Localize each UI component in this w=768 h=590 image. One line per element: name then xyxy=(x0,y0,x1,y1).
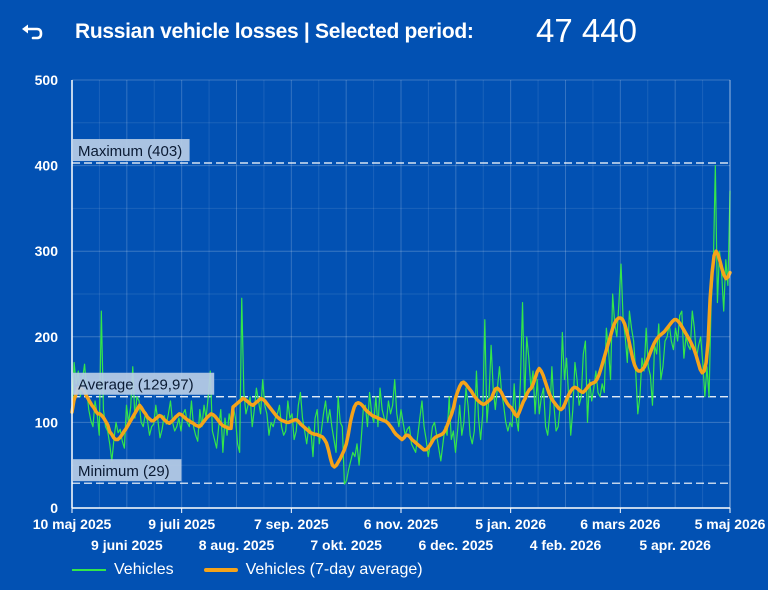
x-tick-label: 9 juni 2025 xyxy=(91,537,163,553)
reference-label: Minimum (29) xyxy=(78,463,170,480)
legend-swatch-vehicles xyxy=(72,569,106,571)
series-line-vehicles xyxy=(71,165,731,485)
reference-labels: Maximum (403) Average (129,97) Minimum (29… xyxy=(73,139,215,482)
reference-label: Maximum (403) xyxy=(78,143,182,160)
header: Russian vehicle losses | Selected period… xyxy=(0,0,768,70)
legend: Vehicles Vehicles (7-day average) xyxy=(72,558,453,582)
x-tick-label: 8 aug. 2025 xyxy=(199,537,275,553)
reference-label-box xyxy=(73,139,190,162)
x-tick-label: 9 juli 2025 xyxy=(148,516,215,532)
axes: 0 100 200 300 400 500 10 maj 2025 9 juli 2025 7 … xyxy=(33,72,766,553)
x-tick-label: 10 maj 2025 xyxy=(33,516,112,532)
legend-item-vehicles[interactable]: Vehicles xyxy=(72,561,174,579)
legend-label-vehicles: Vehicles xyxy=(114,561,174,578)
reference-label-box xyxy=(73,459,182,482)
selected-period-total: 47 440 xyxy=(536,12,637,49)
y-tick-label: 500 xyxy=(35,72,59,88)
y-tick-label: 200 xyxy=(35,329,59,345)
x-tick-label: 7 okt. 2025 xyxy=(310,537,382,553)
series xyxy=(70,165,732,485)
y-tick-label: 300 xyxy=(35,243,59,259)
x-tick-label: 6 nov. 2025 xyxy=(364,516,439,532)
x-tick-label: 5 jan. 2026 xyxy=(475,516,546,532)
x-tick-label: 4 feb. 2026 xyxy=(530,537,602,553)
x-tick-label: 6 dec. 2025 xyxy=(418,537,493,553)
legend-item-average[interactable]: Vehicles (7-day average) xyxy=(203,561,423,579)
reference-lines xyxy=(72,162,730,484)
y-tick-label: 400 xyxy=(35,158,59,174)
undo-arrow-icon[interactable] xyxy=(18,18,46,46)
reference-label-box xyxy=(73,372,215,395)
x-tick-label: 6 mars 2026 xyxy=(580,516,660,532)
x-tick-label: 5 apr. 2026 xyxy=(639,537,711,553)
legend-label-average: Vehicles (7-day average) xyxy=(245,561,423,578)
x-tick-label: 5 maj 2026 xyxy=(695,516,766,532)
reference-label: Average (129,97) xyxy=(78,377,194,394)
y-tick-label: 0 xyxy=(50,500,58,516)
x-tick-label: 7 sep. 2025 xyxy=(254,516,329,532)
y-tick-label: 100 xyxy=(35,414,59,430)
series-line-vehicles-7-day-average xyxy=(70,249,732,469)
page-title: Russian vehicle losses | Selected period… xyxy=(75,20,474,43)
legend-swatch-average xyxy=(203,568,238,572)
vehicle-losses-chart: Maximum (403) Average (129,97) Minimum (29… xyxy=(33,72,766,553)
